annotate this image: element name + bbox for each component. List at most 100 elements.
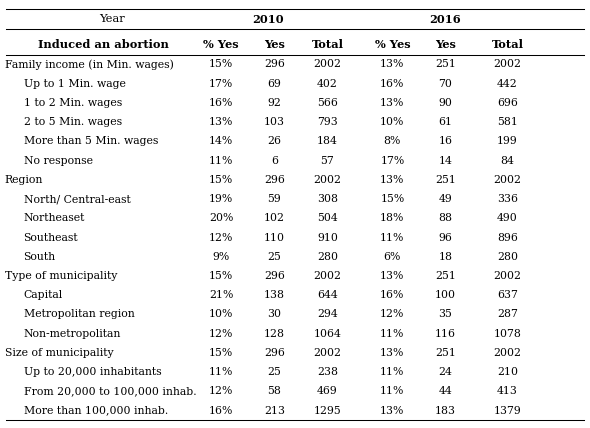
Text: 251: 251 <box>435 175 456 185</box>
Text: 213: 213 <box>264 406 285 416</box>
Text: 21%: 21% <box>209 290 234 300</box>
Text: Southeast: Southeast <box>24 232 78 243</box>
Text: 2002: 2002 <box>313 175 342 185</box>
Text: Type of municipality: Type of municipality <box>5 271 117 281</box>
Text: Region: Region <box>5 175 43 185</box>
Text: 566: 566 <box>317 98 338 108</box>
Text: 15%: 15% <box>209 175 234 185</box>
Text: 504: 504 <box>317 213 338 223</box>
Text: Non-metropolitan: Non-metropolitan <box>24 329 121 339</box>
Text: 1064: 1064 <box>313 329 342 339</box>
Text: 12%: 12% <box>209 329 234 339</box>
Text: Size of municipality: Size of municipality <box>5 348 113 358</box>
Text: Year: Year <box>99 14 125 24</box>
Text: 16%: 16% <box>380 290 405 300</box>
Text: 9%: 9% <box>212 252 230 262</box>
Text: 336: 336 <box>497 194 518 204</box>
Text: 19%: 19% <box>209 194 234 204</box>
Text: 280: 280 <box>497 252 518 262</box>
Text: 10%: 10% <box>380 117 405 127</box>
Text: From 20,000 to 100,000 inhab.: From 20,000 to 100,000 inhab. <box>24 386 196 396</box>
Text: 15%: 15% <box>209 348 234 358</box>
Text: 2002: 2002 <box>493 59 522 69</box>
Text: 100: 100 <box>435 290 456 300</box>
Text: 13%: 13% <box>380 98 405 108</box>
Text: 16%: 16% <box>380 79 405 89</box>
Text: 637: 637 <box>497 290 518 300</box>
Text: 35: 35 <box>438 309 453 319</box>
Text: 696: 696 <box>497 98 518 108</box>
Text: 1295: 1295 <box>313 406 342 416</box>
Text: % Yes: % Yes <box>375 39 410 51</box>
Text: Yes: Yes <box>264 39 285 51</box>
Text: 296: 296 <box>264 59 285 69</box>
Text: 15%: 15% <box>209 271 234 281</box>
Text: 184: 184 <box>317 137 338 146</box>
Text: 2002: 2002 <box>493 348 522 358</box>
Text: 183: 183 <box>435 406 456 416</box>
Text: 10%: 10% <box>209 309 234 319</box>
Text: 70: 70 <box>438 79 453 89</box>
Text: 1 to 2 Min. wages: 1 to 2 Min. wages <box>24 98 122 108</box>
Text: 11%: 11% <box>380 386 405 396</box>
Text: 18%: 18% <box>380 213 405 223</box>
Text: 90: 90 <box>438 98 453 108</box>
Text: 26: 26 <box>267 137 281 146</box>
Text: 2010: 2010 <box>253 14 284 25</box>
Text: 2002: 2002 <box>313 59 342 69</box>
Text: 59: 59 <box>267 194 281 204</box>
Text: 138: 138 <box>264 290 285 300</box>
Text: 102: 102 <box>264 213 285 223</box>
Text: 11%: 11% <box>380 367 405 377</box>
Text: 12%: 12% <box>380 309 405 319</box>
Text: 490: 490 <box>497 213 518 223</box>
Text: 116: 116 <box>435 329 456 339</box>
Text: 11%: 11% <box>209 367 234 377</box>
Text: 469: 469 <box>317 386 338 396</box>
Text: 103: 103 <box>264 117 285 127</box>
Text: 442: 442 <box>497 79 518 89</box>
Text: 25: 25 <box>267 252 281 262</box>
Text: 294: 294 <box>317 309 338 319</box>
Text: 296: 296 <box>264 175 285 185</box>
Text: 49: 49 <box>438 194 453 204</box>
Text: 11%: 11% <box>380 329 405 339</box>
Text: North/ Central-east: North/ Central-east <box>24 194 130 204</box>
Text: % Yes: % Yes <box>204 39 239 51</box>
Text: Induced an abortion: Induced an abortion <box>38 39 169 51</box>
Text: More than 5 Min. wages: More than 5 Min. wages <box>24 137 158 146</box>
Text: 24: 24 <box>438 367 453 377</box>
Text: 896: 896 <box>497 232 518 243</box>
Text: Metropolitan region: Metropolitan region <box>24 309 135 319</box>
Text: 2002: 2002 <box>313 348 342 358</box>
Text: 2002: 2002 <box>313 271 342 281</box>
Text: 644: 644 <box>317 290 338 300</box>
Text: 402: 402 <box>317 79 338 89</box>
Text: 13%: 13% <box>380 406 405 416</box>
Text: 199: 199 <box>497 137 518 146</box>
Text: 25: 25 <box>267 367 281 377</box>
Text: 14%: 14% <box>209 137 234 146</box>
Text: 251: 251 <box>435 271 456 281</box>
Text: 793: 793 <box>317 117 338 127</box>
Text: 17%: 17% <box>380 156 405 166</box>
Text: Up to 1 Min. wage: Up to 1 Min. wage <box>24 79 126 89</box>
Text: 11%: 11% <box>209 156 234 166</box>
Text: 16%: 16% <box>209 406 234 416</box>
Text: 296: 296 <box>264 348 285 358</box>
Text: 14: 14 <box>438 156 453 166</box>
Text: 15%: 15% <box>380 194 405 204</box>
Text: 287: 287 <box>497 309 518 319</box>
Text: 30: 30 <box>267 309 281 319</box>
Text: More than 100,000 inhab.: More than 100,000 inhab. <box>24 406 168 416</box>
Text: Family income (in Min. wages): Family income (in Min. wages) <box>5 59 173 70</box>
Text: 581: 581 <box>497 117 518 127</box>
Text: 210: 210 <box>497 367 518 377</box>
Text: 12%: 12% <box>209 232 234 243</box>
Text: 308: 308 <box>317 194 338 204</box>
Text: 296: 296 <box>264 271 285 281</box>
Text: 413: 413 <box>497 386 518 396</box>
Text: 16: 16 <box>438 137 453 146</box>
Text: 251: 251 <box>435 59 456 69</box>
Text: 18: 18 <box>438 252 453 262</box>
